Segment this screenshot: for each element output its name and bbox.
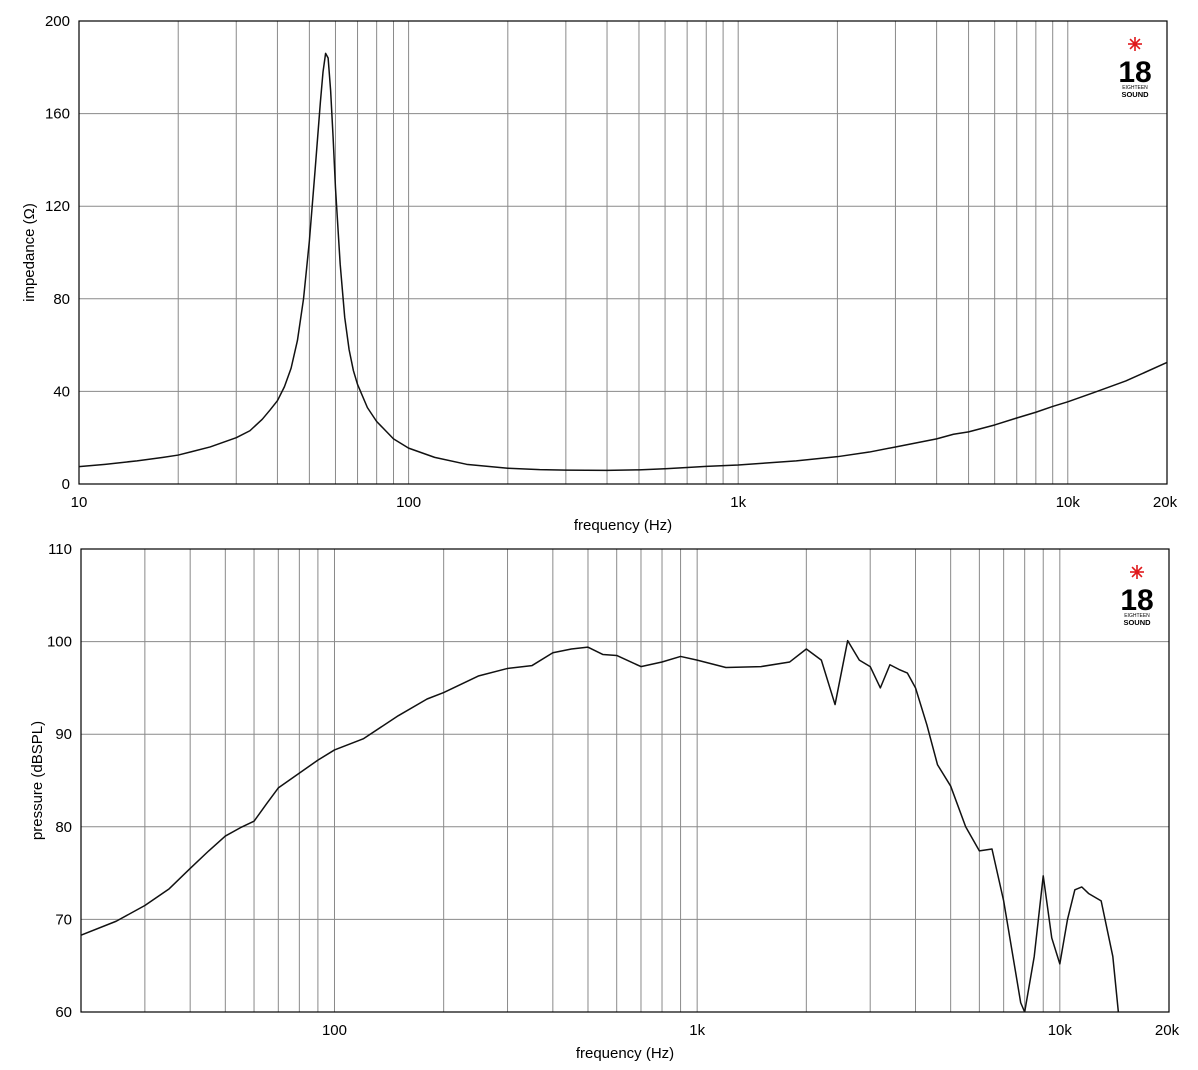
impedance-chart: 0 40 80 120 160 200 10 100 1k 10k 20k frequency (Hz… <box>21 13 1178 534</box>
logo-line1: EIGHTEEN <box>1122 85 1148 91</box>
series-line <box>81 639 1120 1012</box>
star-icon <box>1128 37 1142 51</box>
brand-logo: 18 EIGHTEEN SOUND <box>1120 565 1154 627</box>
x-tick-label: 10k <box>1048 1022 1073 1039</box>
y-tick-label: 90 <box>55 726 72 743</box>
y-tick-label: 80 <box>53 291 70 308</box>
x-tick-label: 1k <box>689 1022 705 1039</box>
logo-line1: EIGHTEEN <box>1124 613 1150 619</box>
x-tick-label: 100 <box>322 1022 347 1039</box>
plot-frame <box>78 20 1168 485</box>
logo-line2: SOUND <box>1121 90 1149 99</box>
y-tick-label: 60 <box>55 1004 72 1021</box>
x-tick-label: 20k <box>1153 494 1178 511</box>
x-axis-label: frequency (Hz) <box>576 1045 674 1062</box>
x-tick-label: 20k <box>1155 1022 1180 1039</box>
pressure-chart: 60 70 80 90 100 110 100 1k 10k 20k frequency (Hz) p… <box>29 541 1180 1062</box>
y-tick-label: 70 <box>55 911 72 928</box>
grid <box>79 21 1167 484</box>
x-tick-label: 10k <box>1056 494 1081 511</box>
y-tick-label: 0 <box>62 476 70 493</box>
x-tick-label: 10 <box>71 494 88 511</box>
star-icon <box>1130 565 1144 579</box>
logo-digits: 18 <box>1120 584 1153 617</box>
y-tick-label: 160 <box>45 106 70 123</box>
x-axis-label: frequency (Hz) <box>574 517 672 534</box>
y-tick-label: 100 <box>47 634 72 651</box>
logo-digits: 18 <box>1118 56 1151 89</box>
logo-line2: SOUND <box>1123 618 1151 627</box>
x-tick-label: 1k <box>730 494 746 511</box>
brand-logo: 18 EIGHTEEN SOUND <box>1118 37 1152 99</box>
y-axis-label: impedance (Ω) <box>21 203 38 302</box>
x-tick-label: 100 <box>396 494 421 511</box>
grid <box>81 549 1169 1012</box>
y-axis-label: pressure (dBSPL) <box>29 721 46 840</box>
plot-frame <box>80 548 1170 1013</box>
y-tick-label: 80 <box>55 819 72 836</box>
y-tick-label: 110 <box>48 541 72 558</box>
y-tick-label: 120 <box>45 198 70 215</box>
y-tick-label: 40 <box>53 383 70 400</box>
y-tick-label: 200 <box>45 13 70 30</box>
series-line <box>79 52 1167 472</box>
